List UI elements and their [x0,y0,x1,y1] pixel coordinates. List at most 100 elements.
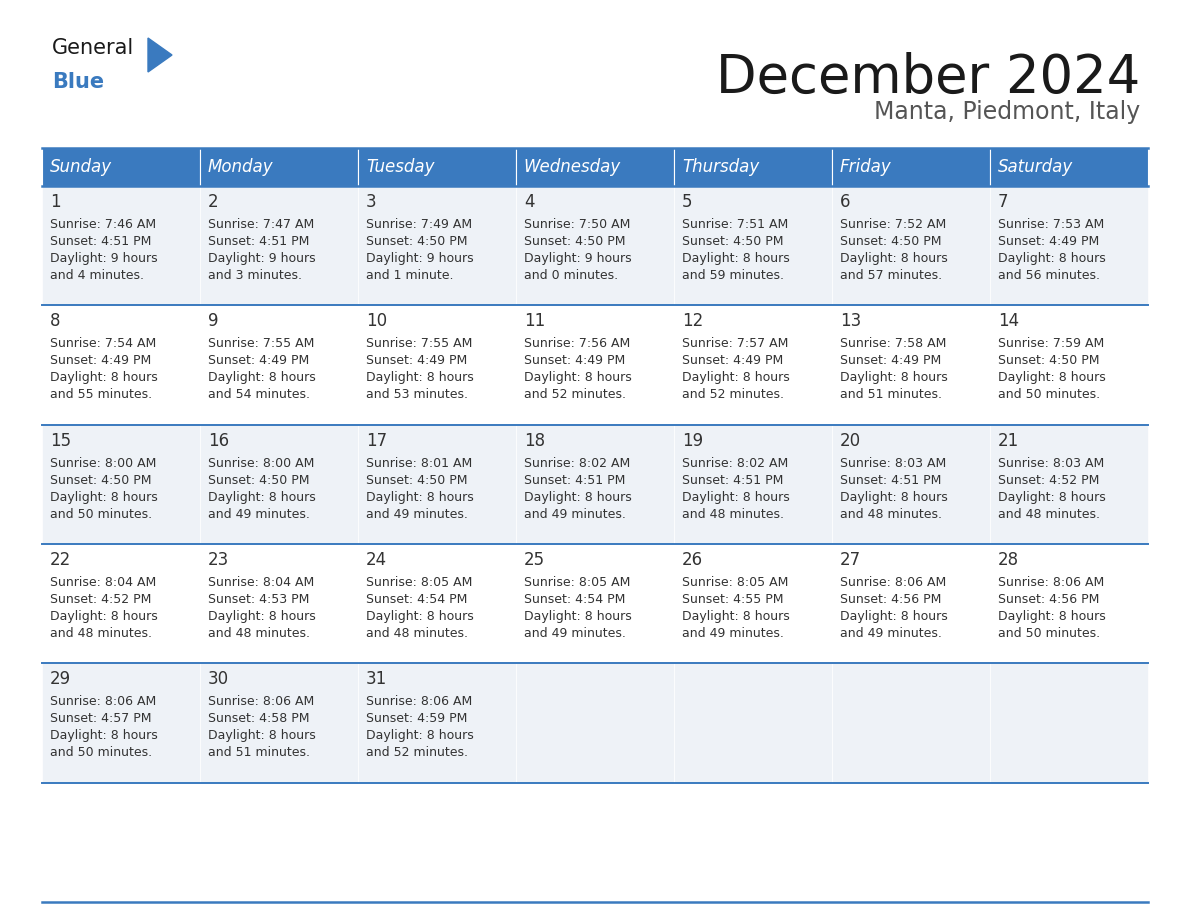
Text: and 56 minutes.: and 56 minutes. [998,269,1100,282]
Text: 10: 10 [366,312,387,330]
Text: Sunset: 4:50 PM: Sunset: 4:50 PM [208,474,309,487]
Bar [358,783,516,902]
Text: Daylight: 8 hours: Daylight: 8 hours [682,372,790,385]
Text: and 49 minutes.: and 49 minutes. [682,627,784,640]
Text: 5: 5 [682,193,693,211]
Text: 31: 31 [366,670,387,688]
Bar [674,544,832,664]
Text: 12: 12 [682,312,703,330]
Text: Sunset: 4:52 PM: Sunset: 4:52 PM [50,593,151,606]
Text: Friday: Friday [840,158,892,176]
Text: Sunrise: 8:04 AM: Sunrise: 8:04 AM [208,576,314,589]
Text: Sunrise: 7:47 AM: Sunrise: 7:47 AM [208,218,314,231]
Bar [674,186,832,306]
Text: and 51 minutes.: and 51 minutes. [208,746,310,759]
Bar [200,664,358,783]
Text: Sunset: 4:54 PM: Sunset: 4:54 PM [366,593,467,606]
Text: 23: 23 [208,551,229,569]
Bar [516,664,674,783]
Bar [674,783,832,902]
Text: and 54 minutes.: and 54 minutes. [208,388,310,401]
Text: Sunset: 4:49 PM: Sunset: 4:49 PM [524,354,625,367]
Text: Daylight: 8 hours: Daylight: 8 hours [366,729,474,743]
Text: Daylight: 9 hours: Daylight: 9 hours [366,252,474,265]
Text: 11: 11 [524,312,545,330]
Text: Daylight: 8 hours: Daylight: 8 hours [998,372,1106,385]
Bar [832,186,990,306]
Text: 25: 25 [524,551,545,569]
Bar [516,544,674,664]
Text: and 1 minute.: and 1 minute. [366,269,454,282]
Text: 22: 22 [50,551,71,569]
Bar [832,306,990,425]
Bar [832,664,990,783]
Text: and 48 minutes.: and 48 minutes. [998,508,1100,521]
Text: Daylight: 8 hours: Daylight: 8 hours [208,729,316,743]
Text: 16: 16 [208,431,229,450]
Text: and 0 minutes.: and 0 minutes. [524,269,618,282]
Text: 17: 17 [366,431,387,450]
Text: 8: 8 [50,312,61,330]
Text: Sunset: 4:56 PM: Sunset: 4:56 PM [998,593,1099,606]
Bar [990,544,1148,664]
Text: 28: 28 [998,551,1019,569]
Text: Daylight: 8 hours: Daylight: 8 hours [840,372,948,385]
Bar [990,186,1148,306]
Text: 29: 29 [50,670,71,688]
Text: Daylight: 8 hours: Daylight: 8 hours [524,490,632,504]
Bar [990,664,1148,783]
Text: Daylight: 9 hours: Daylight: 9 hours [208,252,316,265]
Bar [358,306,516,425]
Bar [832,425,990,544]
Text: Daylight: 8 hours: Daylight: 8 hours [208,372,316,385]
Text: 13: 13 [840,312,861,330]
Text: Sunrise: 7:56 AM: Sunrise: 7:56 AM [524,337,630,351]
Text: Sunrise: 7:46 AM: Sunrise: 7:46 AM [50,218,156,231]
Text: Sunset: 4:50 PM: Sunset: 4:50 PM [524,235,625,248]
Text: and 51 minutes.: and 51 minutes. [840,388,942,401]
Text: and 53 minutes.: and 53 minutes. [366,388,468,401]
Bar [516,306,674,425]
Bar [990,148,1148,186]
Text: and 49 minutes.: and 49 minutes. [366,508,468,521]
Bar [358,544,516,664]
Text: Sunrise: 8:06 AM: Sunrise: 8:06 AM [366,695,472,709]
Text: Sunset: 4:49 PM: Sunset: 4:49 PM [366,354,467,367]
Bar [832,544,990,664]
Text: and 3 minutes.: and 3 minutes. [208,269,302,282]
Bar [200,783,358,902]
Text: Sunrise: 8:06 AM: Sunrise: 8:06 AM [208,695,314,709]
Text: Daylight: 8 hours: Daylight: 8 hours [840,610,948,623]
Text: General: General [52,38,134,58]
Text: and 50 minutes.: and 50 minutes. [50,746,152,759]
Bar [42,186,200,306]
Text: December 2024: December 2024 [715,52,1140,104]
Text: 2: 2 [208,193,219,211]
Text: Sunrise: 8:00 AM: Sunrise: 8:00 AM [50,456,157,470]
Text: Sunset: 4:49 PM: Sunset: 4:49 PM [208,354,309,367]
Text: Saturday: Saturday [998,158,1073,176]
Text: Sunset: 4:55 PM: Sunset: 4:55 PM [682,593,783,606]
Text: Daylight: 8 hours: Daylight: 8 hours [682,490,790,504]
Text: and 50 minutes.: and 50 minutes. [998,388,1100,401]
Text: Sunset: 4:50 PM: Sunset: 4:50 PM [366,474,467,487]
Text: and 49 minutes.: and 49 minutes. [524,508,626,521]
Text: Sunrise: 8:06 AM: Sunrise: 8:06 AM [998,576,1104,589]
Text: Daylight: 8 hours: Daylight: 8 hours [50,372,158,385]
Bar [42,425,200,544]
Text: Sunrise: 8:00 AM: Sunrise: 8:00 AM [208,456,315,470]
Bar [990,306,1148,425]
Bar [42,148,200,186]
Text: 14: 14 [998,312,1019,330]
Text: Sunset: 4:51 PM: Sunset: 4:51 PM [524,474,625,487]
Text: Sunset: 4:49 PM: Sunset: 4:49 PM [50,354,151,367]
Bar [832,148,990,186]
Polygon shape [148,38,172,72]
Text: 20: 20 [840,431,861,450]
Text: Tuesday: Tuesday [366,158,435,176]
Text: and 48 minutes.: and 48 minutes. [50,627,152,640]
Text: Sunset: 4:50 PM: Sunset: 4:50 PM [840,235,941,248]
Text: Wednesday: Wednesday [524,158,621,176]
Text: Daylight: 8 hours: Daylight: 8 hours [682,252,790,265]
Text: Sunset: 4:49 PM: Sunset: 4:49 PM [998,235,1099,248]
